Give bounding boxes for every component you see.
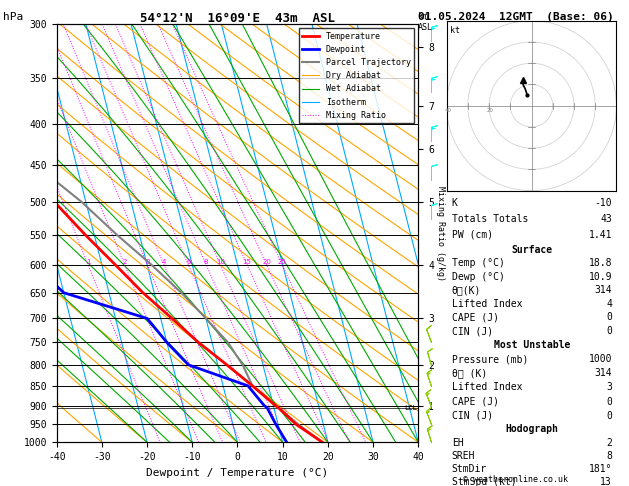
Text: PW (cm): PW (cm) [452,230,493,240]
Text: © weatheronline.co.uk: © weatheronline.co.uk [464,474,568,484]
Text: 20: 20 [262,259,271,265]
Text: kt: kt [450,26,460,35]
Text: CIN (J): CIN (J) [452,326,493,336]
Text: 13: 13 [600,477,612,486]
Text: 40: 40 [445,108,452,113]
Text: θᴄ (K): θᴄ (K) [452,368,487,378]
Text: EH: EH [452,437,464,448]
Text: 314: 314 [594,368,612,378]
Text: 10.9: 10.9 [589,272,612,282]
Text: 25: 25 [278,259,287,265]
Text: θᴄ(K): θᴄ(K) [452,285,481,295]
Text: 3: 3 [145,259,150,265]
Text: 8: 8 [204,259,208,265]
Text: -10: -10 [594,197,612,208]
Text: Hodograph: Hodograph [505,424,559,434]
Text: 3: 3 [606,382,612,392]
Text: 1000: 1000 [589,354,612,364]
Text: 10: 10 [216,259,225,265]
Text: 8: 8 [606,451,612,461]
Text: Pressure (mb): Pressure (mb) [452,354,528,364]
Text: km
ASL: km ASL [418,12,433,32]
Text: Dewp (°C): Dewp (°C) [452,272,504,282]
Text: K: K [452,197,457,208]
Text: CAPE (J): CAPE (J) [452,397,499,407]
Text: 1: 1 [86,259,91,265]
Text: 54°12'N  16°09'E  43m  ASL: 54°12'N 16°09'E 43m ASL [140,12,335,25]
Text: 4: 4 [162,259,166,265]
Text: Lifted Index: Lifted Index [452,382,522,392]
Text: SREH: SREH [452,451,475,461]
Text: 0: 0 [606,312,612,323]
Text: 2: 2 [606,437,612,448]
Text: Totals Totals: Totals Totals [452,214,528,224]
Text: 20: 20 [487,108,494,113]
Text: 0: 0 [606,397,612,407]
Text: CAPE (J): CAPE (J) [452,312,499,323]
Text: StmDir: StmDir [452,464,487,474]
Text: 18.8: 18.8 [589,258,612,268]
Text: 1.41: 1.41 [589,230,612,240]
Text: 4: 4 [606,299,612,309]
Text: CIN (J): CIN (J) [452,411,493,421]
Y-axis label: Mixing Ratio (g/kg): Mixing Ratio (g/kg) [436,186,445,281]
Text: 01.05.2024  12GMT  (Base: 06): 01.05.2024 12GMT (Base: 06) [418,12,614,22]
Text: LCL: LCL [404,405,417,411]
Text: Most Unstable: Most Unstable [494,340,570,350]
Text: 6: 6 [186,259,191,265]
Text: Lifted Index: Lifted Index [452,299,522,309]
Text: 0: 0 [606,326,612,336]
Text: Temp (°C): Temp (°C) [452,258,504,268]
Text: 314: 314 [594,285,612,295]
Text: 181°: 181° [589,464,612,474]
Text: 43: 43 [600,214,612,224]
Text: StmSpd (kt): StmSpd (kt) [452,477,516,486]
Text: hPa: hPa [3,12,23,22]
Text: 0: 0 [606,411,612,421]
Text: Surface: Surface [511,245,552,255]
X-axis label: Dewpoint / Temperature (°C): Dewpoint / Temperature (°C) [147,468,328,478]
Text: 2: 2 [123,259,127,265]
Text: 15: 15 [243,259,252,265]
Legend: Temperature, Dewpoint, Parcel Trajectory, Dry Adiabat, Wet Adiabat, Isotherm, Mi: Temperature, Dewpoint, Parcel Trajectory… [299,29,414,123]
